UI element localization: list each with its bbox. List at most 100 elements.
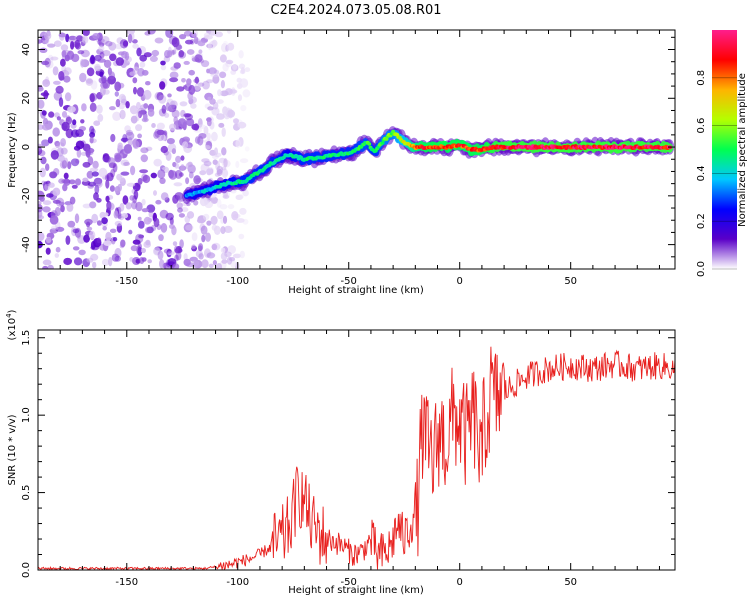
spectrogram-noise-blob: [169, 71, 179, 79]
spectrogram-noise-blob: [119, 202, 125, 212]
spectrogram-noise-blob: [151, 49, 160, 57]
spectrogram-noise-blob: [133, 86, 137, 95]
spectrogram-noise-blob: [71, 184, 78, 189]
spectrogram-noise-blob: [132, 43, 139, 49]
spectrogram-noise-blob: [143, 89, 152, 100]
spectrogram-noise-blob: [153, 190, 157, 196]
spectrogram-noise-blob: [137, 216, 142, 221]
spectrogram-noise-blob: [42, 200, 52, 206]
spectrogram-noise-blob: [169, 77, 179, 83]
spectrogram-noise-blob: [55, 246, 61, 253]
snr-ticks: -150 -100 -50 0 50 0.0 0.5 1.0 1.5: [21, 330, 675, 588]
spectrogram-noise-blob: [200, 225, 208, 235]
x-tick-label: 0: [457, 276, 463, 287]
spectrogram-noise-blob: [80, 58, 85, 68]
spectrogram-noise-blob: [115, 98, 121, 108]
spectrogram-noise-blob: [120, 171, 130, 176]
spectrogram-noise-blob: [218, 122, 225, 128]
y-tick-label: 0.0: [21, 562, 32, 578]
spectrogram-noise-blob: [185, 224, 194, 231]
spectrogram-noise-blob: [74, 213, 80, 224]
spectrogram-noise-blob: [168, 224, 175, 229]
spectrogram-noise-blob: [45, 247, 51, 255]
spectrogram-noise-blob: [68, 37, 77, 43]
x-tick-label: -150: [115, 577, 138, 588]
spectrogram-noise-blob: [171, 104, 177, 110]
spectrogram-noise-blob: [102, 226, 107, 231]
spectrogram-noise-blob: [74, 39, 81, 49]
spectrogram-noise-blob: [60, 147, 68, 155]
snr-marks: [38, 346, 675, 570]
spectrogram-noise-blob: [232, 118, 240, 124]
spectrogram-noise-blob: [159, 177, 166, 184]
spectrogram-noise-blob: [130, 115, 138, 124]
spectrogram-noise-blob: [222, 63, 229, 72]
spectrogram-noise-blob: [184, 215, 191, 224]
spectrogram-noise-blob: [219, 54, 227, 63]
spectrogram-noise-blob: [190, 259, 200, 267]
spectrogram-noise-blob: [214, 172, 220, 177]
spectrogram-ticks: -150 -100 -50 0 50 -40 -20 0 20 40: [21, 30, 675, 287]
spectrogram-noise-blob: [130, 245, 139, 252]
spectrogram-noise-blob: [140, 154, 148, 163]
spectrogram-noise-blob: [183, 30, 192, 37]
spectrogram-noise-blob: [129, 195, 135, 201]
spectrogram-noise-blob: [198, 124, 206, 129]
spectrogram-noise-blob: [238, 233, 245, 240]
spectrogram-noise-blob: [242, 189, 249, 197]
spectrogram-noise-blob: [177, 207, 183, 213]
spectrogram-noise-blob: [225, 59, 234, 65]
spectrogram-noise-blob: [216, 263, 222, 269]
spectrogram-noise-blob: [120, 159, 130, 167]
spectrogram-noise-blob: [76, 129, 84, 134]
spectrogram-noise-blob: [45, 76, 50, 85]
spectrogram-noise-blob: [61, 50, 67, 58]
spectrogram-noise-blob: [48, 182, 55, 188]
spectrogram-noise-blob: [49, 171, 58, 179]
spectrogram-noise-blob: [227, 204, 235, 210]
x-tick-label: 50: [564, 276, 577, 287]
spectrogram-noise-blob: [165, 102, 171, 111]
spectrogram-noise-blob: [114, 220, 123, 227]
spectrogram-noise-blob: [179, 34, 187, 40]
spectrogram-noise-blob: [146, 204, 156, 213]
spectrogram-noise-blob: [174, 245, 179, 254]
spectrogram-noise-blob: [141, 69, 149, 76]
spectrogram-noise-blob: [89, 132, 96, 138]
spectrogram-noise-blob: [207, 106, 214, 111]
spectrogram-noise-blob: [126, 182, 136, 187]
spectrogram-noise-blob: [156, 129, 165, 136]
spectrogram-noise-blob: [151, 224, 157, 231]
spectrogram-noise-blob: [75, 158, 80, 164]
spectrogram-noise-blob: [213, 225, 221, 235]
spectrogram-noise-blob: [166, 259, 171, 268]
spectrogram-noise-blob: [207, 96, 212, 101]
spectrogram-noise-blob: [167, 251, 175, 256]
spectrogram-noise-blob: [77, 50, 85, 55]
spectrogram-noise-blob: [221, 259, 228, 264]
spectrogram-noise-blob: [224, 251, 232, 258]
y-tick-label: -20: [21, 188, 32, 204]
spectrogram-noise-blob: [92, 261, 97, 269]
spectrogram-noise-blob: [113, 210, 119, 219]
spectrogram-noise-blob: [76, 148, 82, 158]
spectrogram-noise-blob: [232, 64, 238, 70]
spectrogram-noise-blob: [154, 37, 164, 44]
y-tick-label: 1.5: [21, 330, 32, 346]
colorbar-label: Normalized spectral amplitude: [737, 73, 748, 227]
spectrogram-noise-blob: [43, 181, 49, 192]
spectrogram-noise-blob: [233, 253, 242, 259]
spectrogram-noise-blob: [145, 81, 151, 86]
spectrogram-noise-blob: [54, 253, 59, 258]
snr-panel: -150 -100 -50 0 50 0.0 0.5 1.0 1.5 Height of str…: [5, 309, 676, 596]
spectrogram-noise-blob: [52, 187, 61, 196]
spectrogram-noise-blob: [157, 250, 164, 260]
spectrogram-noise-blob: [206, 220, 212, 226]
spectrogram-noise-blob: [185, 177, 190, 185]
spectrogram-noise-blob: [174, 162, 179, 169]
spectrogram-noise-blob: [219, 71, 227, 79]
spectrogram-noise-blob: [206, 252, 216, 259]
spectrogram-noise-blob: [239, 158, 249, 164]
spectrogram-noise-blob: [223, 170, 229, 177]
